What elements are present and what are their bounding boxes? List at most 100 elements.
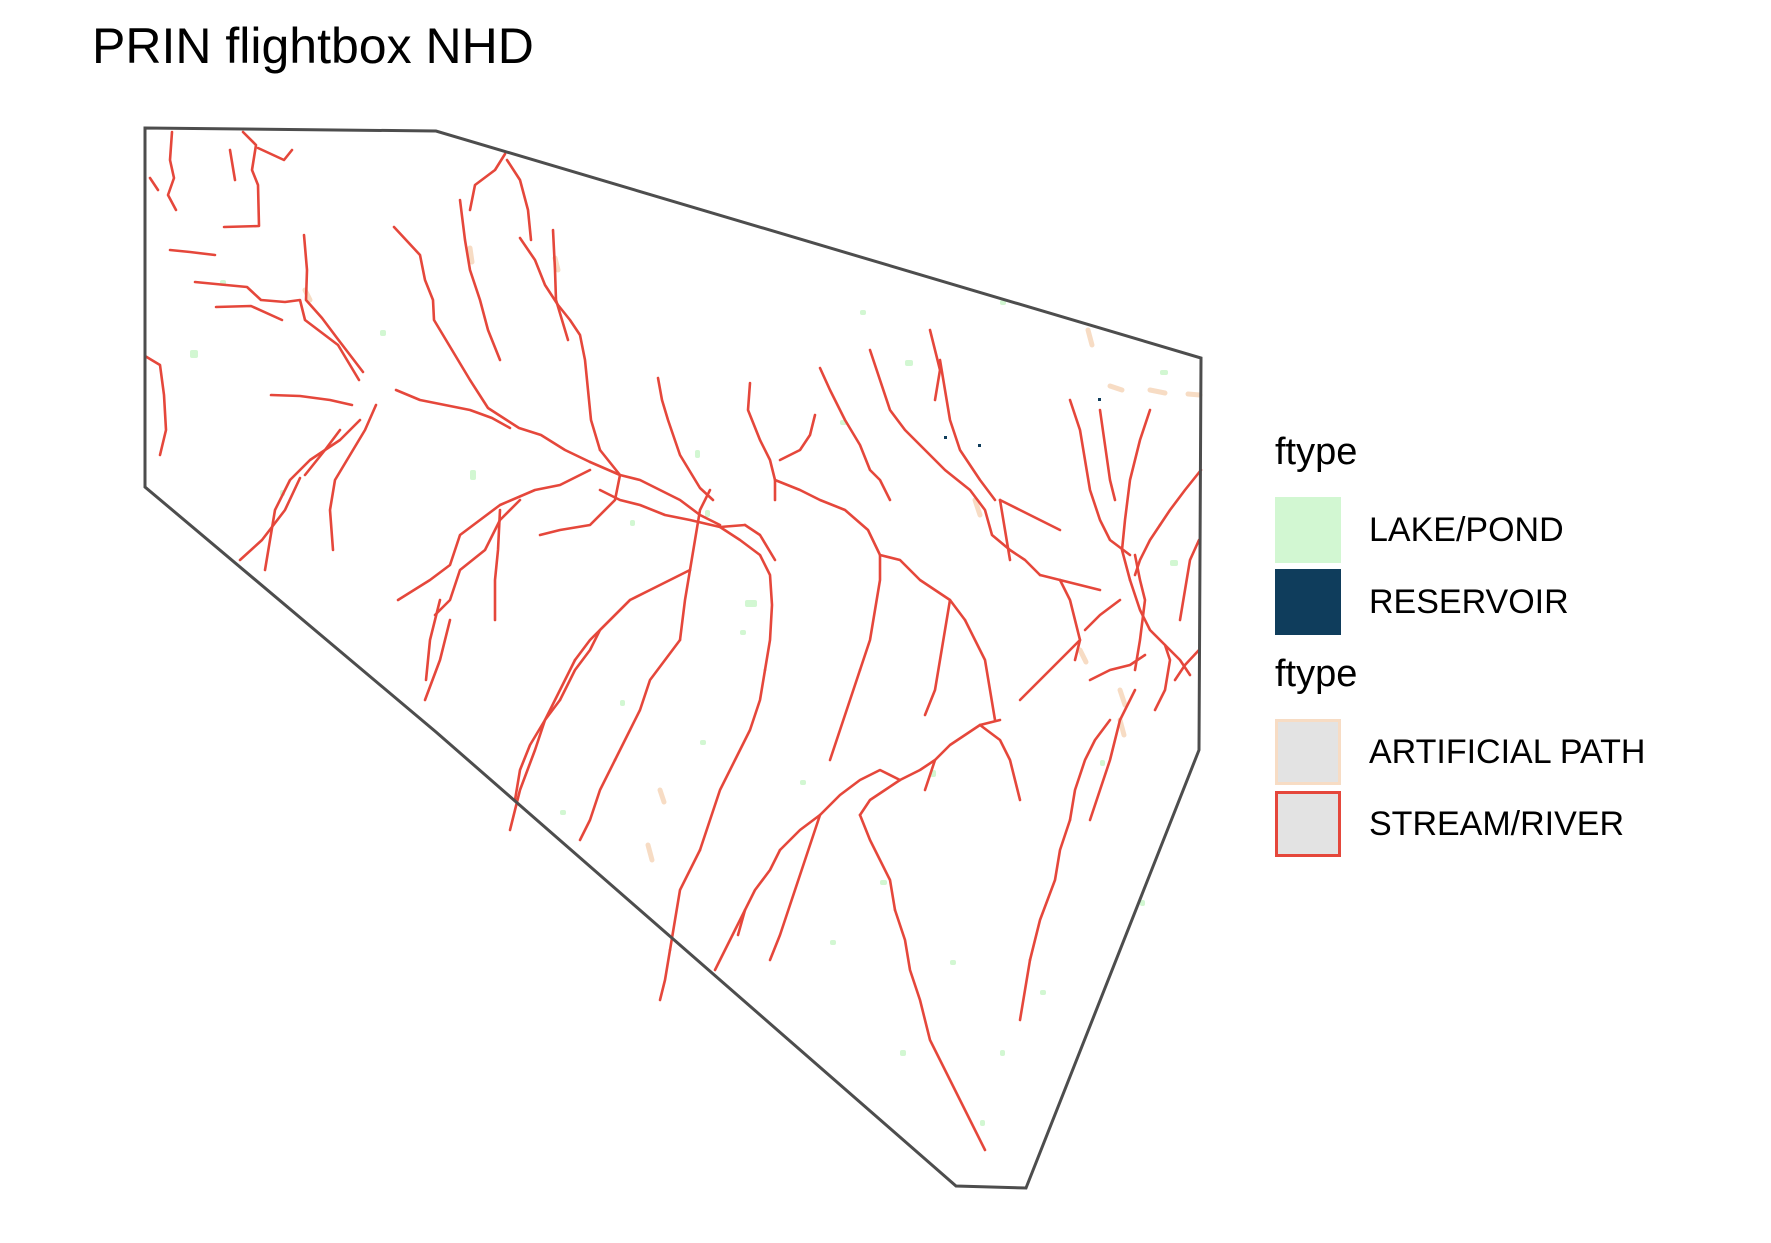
lake-pond-feature	[980, 1120, 985, 1126]
lake-pond-feature	[800, 780, 806, 785]
lake-pond-feature	[620, 700, 625, 706]
artificial-path-line	[972, 497, 983, 518]
stream-river-line	[978, 723, 1022, 802]
stream-river-line	[1068, 718, 1112, 822]
stream-river-line	[1028, 818, 1072, 962]
stream-river-line	[214, 304, 284, 322]
stream-river-line	[963, 618, 997, 722]
stream-river-line	[302, 233, 365, 374]
stream-river-line	[1120, 408, 1152, 582]
stream-river-line	[1058, 578, 1082, 662]
stream-river-line	[613, 638, 682, 762]
stream-river-line	[269, 393, 354, 407]
stream-river-line	[858, 553, 882, 672]
stream-river-line	[166, 130, 178, 212]
stream-river-line	[1158, 468, 1203, 527]
artificial-path-line	[1077, 647, 1089, 665]
lake-pond-feature	[950, 960, 956, 965]
lake-pond-feature	[1040, 990, 1046, 995]
lake-pond-feature	[380, 330, 386, 336]
stream-river-line	[818, 366, 892, 502]
stream-river-line	[1173, 648, 1201, 682]
lake-pond-feature	[560, 810, 566, 815]
stream-river-layer	[143, 130, 1203, 1152]
lake-pond-feature	[700, 740, 706, 745]
legend-item-stream-river: STREAM/RIVER	[1275, 788, 1735, 860]
stream-river-line	[1133, 523, 1162, 577]
artificial-path-layer	[302, 245, 1203, 863]
stream-river-line	[1018, 958, 1032, 1022]
stream-river-line	[423, 618, 452, 702]
stream-river-line	[505, 158, 533, 242]
legend: ftype LAKE/POND RESERVOIR ftype ARTIFICI…	[1275, 428, 1735, 860]
stream-river-line	[222, 130, 261, 229]
artificial-path-line	[1185, 391, 1203, 398]
legend-flowline-title: ftype	[1275, 653, 1358, 695]
legend-flowline-group: ftype ARTIFICIAL PATH STREAM/RIVER	[1275, 650, 1735, 860]
stream-river-line	[736, 848, 782, 937]
stream-river-line	[778, 768, 902, 852]
reservoir-swatch	[1275, 569, 1341, 635]
stream-river-line	[668, 848, 702, 952]
stream-river-line	[746, 381, 777, 502]
stream-river-line	[1133, 553, 1147, 672]
lake-pond-feature	[830, 940, 836, 945]
artificial-path-line	[1107, 383, 1125, 393]
artificial-path-line	[467, 245, 475, 265]
reservoir-feature	[978, 444, 981, 447]
map-title: PRIN flightbox NHD	[92, 18, 534, 74]
stream-river-line	[1178, 538, 1201, 622]
legend-label-stream-river: STREAM/RIVER	[1369, 804, 1625, 843]
stream-river-line	[743, 523, 777, 562]
stream-river-line	[1083, 598, 1122, 632]
stream-river-line	[998, 498, 1062, 532]
stream-river-line	[1068, 398, 1132, 557]
legend-label-reservoir: RESERVOIR	[1369, 582, 1569, 621]
stream-river-line	[256, 146, 294, 162]
legend-item-reservoir: RESERVOIR	[1275, 566, 1735, 638]
reservoir-layer	[944, 398, 1101, 447]
reservoir-feature	[1098, 398, 1101, 401]
stream-river-line	[678, 488, 712, 642]
artificial-path-line	[645, 842, 655, 863]
stream-river-line	[392, 225, 592, 464]
stream-river-line	[168, 248, 217, 257]
lake-pond-feature	[1140, 900, 1145, 906]
stream-river-line	[868, 348, 1042, 577]
stream-river-swatch	[1275, 791, 1341, 857]
stream-river-line	[1163, 643, 1192, 677]
lake-pond-feature	[705, 510, 710, 517]
lake-pond-layer	[190, 280, 1178, 1126]
lake-pond-feature	[745, 600, 757, 607]
stream-river-line	[773, 478, 967, 622]
lake-pond-feature	[190, 350, 198, 358]
legend-label-artificial-path: ARTIFICIAL PATH	[1369, 732, 1646, 771]
stream-river-line	[193, 280, 361, 382]
stream-river-line	[433, 498, 522, 617]
stream-river-line	[778, 413, 817, 462]
lake-pond-feature	[630, 520, 635, 526]
lake-pond-feature	[695, 450, 700, 458]
stream-river-line	[828, 668, 862, 762]
stream-river-line	[928, 328, 942, 402]
stream-river-line	[1018, 638, 1082, 702]
legend-waterbody-title: ftype	[1275, 431, 1358, 473]
lake-pond-feature	[905, 360, 913, 366]
lake-pond-swatch	[1275, 497, 1341, 563]
legend-item-artificial-path: ARTIFICIAL PATH	[1275, 716, 1735, 788]
stream-river-line	[458, 198, 502, 362]
legend-waterbody-group: ftype LAKE/POND RESERVOIR	[1275, 428, 1735, 638]
lake-pond-feature	[1170, 560, 1178, 566]
stream-river-line	[228, 148, 237, 182]
lake-pond-feature	[860, 310, 866, 315]
lake-pond-feature	[1100, 760, 1105, 766]
stream-river-line	[893, 908, 987, 1152]
stream-river-line	[938, 358, 997, 502]
artificial-path-swatch	[1275, 719, 1341, 785]
stream-river-line	[1098, 408, 1117, 502]
artificial-path-line	[657, 787, 667, 805]
stream-river-line	[238, 476, 302, 562]
stream-river-line	[148, 176, 160, 192]
lake-pond-feature	[900, 1050, 906, 1056]
